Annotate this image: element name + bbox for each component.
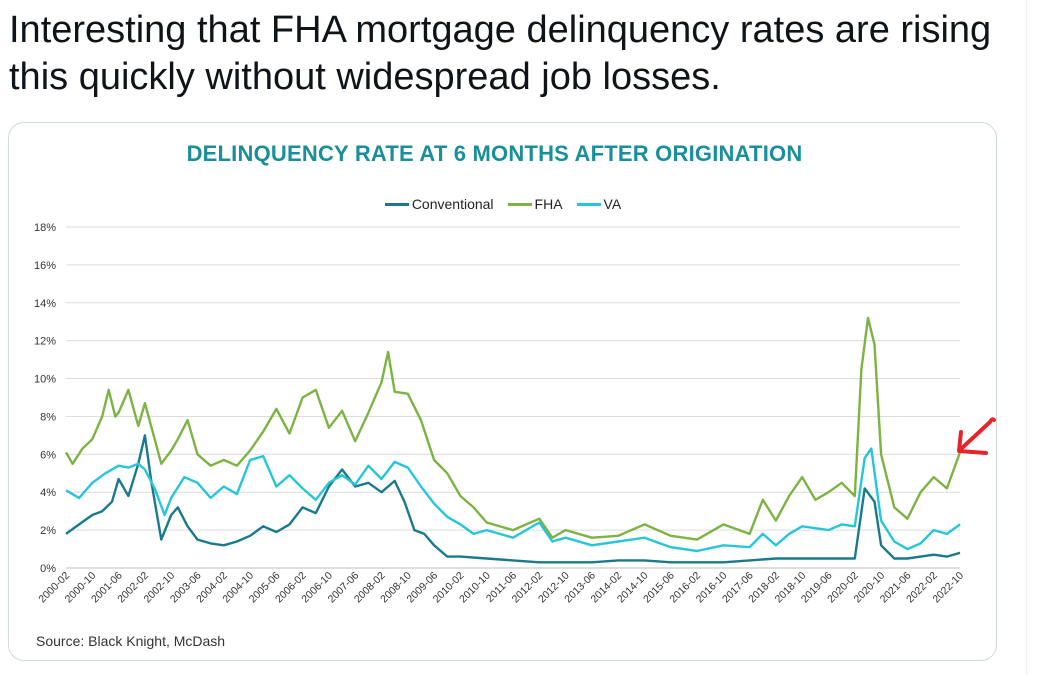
y-tick-label: 14% <box>34 298 56 310</box>
legend-item-fha: FHA <box>507 196 563 212</box>
y-tick-label: 0% <box>40 563 56 575</box>
series-line-va <box>65 447 961 553</box>
legend-label-conventional: Conventional <box>411 196 494 212</box>
legend-swatch-fha <box>507 202 532 206</box>
legend-item-va: VA <box>576 196 622 212</box>
legend-swatch-va <box>576 202 601 206</box>
legend-item-conventional: Conventional <box>384 196 494 212</box>
y-tick-label: 12% <box>34 336 56 348</box>
y-axis-ticks: 0% 2% 4% 6% 8% 10% 12% 14% 16% 18% <box>34 222 56 575</box>
chart-source: Source: Black Knight, McDash <box>36 633 226 649</box>
series-lines <box>64 316 962 564</box>
chart-title: DELINQUENCY RATE AT 6 MONTHS AFTER ORIGI… <box>186 141 803 166</box>
right-divider <box>1026 0 1027 675</box>
y-tick-label: 18% <box>34 222 56 234</box>
legend-label-va: VA <box>603 196 622 212</box>
y-tick-label: 16% <box>34 260 56 272</box>
y-tick-label: 2% <box>40 525 56 537</box>
legend-swatch-conventional <box>384 202 409 206</box>
legend-label-fha: FHA <box>534 196 563 212</box>
red-arrow-icon <box>957 417 996 455</box>
tweet-text: Interesting that FHA mortgage delinquenc… <box>9 9 992 98</box>
series-line-fha <box>64 316 962 541</box>
y-tick-label: 10% <box>34 374 56 386</box>
y-tick-label: 8% <box>40 411 56 423</box>
y-tick-label: 4% <box>40 487 56 499</box>
series-line-conventional <box>65 434 961 564</box>
x-axis-ticks: 2000-022000-102001-062002-022002-102003-… <box>36 570 966 606</box>
chart-card[interactable] <box>8 122 997 661</box>
y-tick-label: 6% <box>40 449 56 461</box>
gridlines <box>66 226 960 569</box>
chart-legend: Conventional FHA VA <box>0 196 1006 212</box>
